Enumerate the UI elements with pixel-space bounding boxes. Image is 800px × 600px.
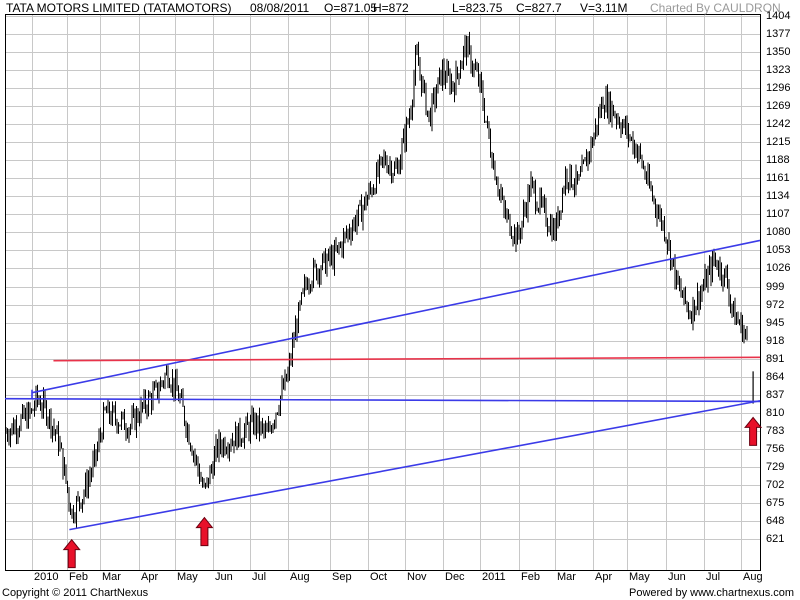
y-tick-label: 1350 [766,46,791,58]
y-tick-label: 1404 [766,10,791,22]
footer-copyright: Copyright © 2011 ChartNexus [2,587,149,599]
y-tick-label: 918 [766,335,785,347]
y-tick-label: 1215 [766,136,791,148]
x-tick-label: Apr [595,571,613,583]
x-tick-label: Nov [407,571,427,583]
x-tick-label: Mar [102,571,121,583]
y-tick-label: 972 [766,299,785,311]
y-tick-label: 1134 [766,190,790,202]
y-tick-label: 783 [766,425,785,437]
y-tick-label: 1269 [766,100,791,112]
x-tick-label: Aug [743,571,763,583]
x-tick-label: 2010 [34,571,59,583]
x-tick-label: Feb [69,571,88,583]
y-tick-label: 1242 [766,118,791,130]
up-arrow [744,416,763,446]
lower-channel-line [69,399,761,531]
resistance-line [53,356,761,362]
chart-title: TATA MOTORS LIMITED (TATAMOTORS) [6,1,232,15]
footer-powered-by: Powered by www.chartnexus.com [629,587,795,599]
upper-channel-line [31,239,761,394]
y-tick-label: 729 [766,461,785,473]
x-tick-label: Sep [332,571,352,583]
x-tick-label: Apr [141,571,159,583]
up-arrows [62,416,763,569]
y-tick-label: 810 [766,407,785,419]
y-tick-label: 945 [766,317,785,329]
up-arrow [62,538,81,569]
price-bars [5,31,754,528]
header-date: 08/08/2011 [250,1,310,15]
y-tick-label: 891 [766,353,785,365]
x-tick-label: Oct [370,571,388,583]
y-tick-label: 648 [766,515,785,527]
y-tick-label: 1296 [766,82,791,94]
y-tick-label: 837 [766,389,785,401]
header-close: C=827.7 [516,1,562,15]
x-tick-label: Feb [521,571,540,583]
header-low: L=823.75 [452,1,503,15]
x-tick-label: Dec [445,571,465,583]
x-tick-label: Jun [668,571,686,583]
header-high: H=872 [373,1,409,15]
y-tick-label: 756 [766,443,785,455]
x-tick-label: Jul [706,571,721,583]
header-charted-by: Charted By CAULDRON [650,1,781,15]
y-tick-label: 864 [766,371,785,383]
y-tick-label: 702 [766,479,785,491]
x-tick-label: May [629,571,650,583]
x-tick-label: Jun [215,571,233,583]
y-tick-label: 1377 [766,28,791,40]
y-tick-label: 621 [766,533,785,545]
header-open: O=871.05 [324,1,378,15]
x-tick-label: Mar [557,571,576,583]
x-tick-label: 2011 [482,571,506,583]
y-tick-label: 999 [766,281,785,293]
y-tick-label: 1107 [766,208,790,220]
plot-frame [5,14,761,571]
y-tick-label: 1053 [766,244,791,256]
y-tick-label: 1080 [766,226,791,238]
x-tick-label: May [177,571,198,583]
y-tick-label: 1188 [766,154,790,166]
x-tick-label: Jul [252,571,267,583]
y-tick-label: 675 [766,497,785,509]
header-volume: V=3.11M [580,1,628,15]
up-arrow [195,516,214,547]
y-tick-label: 1161 [766,172,790,184]
x-tick-label: Aug [290,571,310,583]
y-tick-label: 1026 [766,262,791,274]
y-tick-label: 1323 [766,64,791,76]
trend-lines [4,239,761,531]
chart-gridlines [6,15,760,570]
support-line [4,397,761,403]
